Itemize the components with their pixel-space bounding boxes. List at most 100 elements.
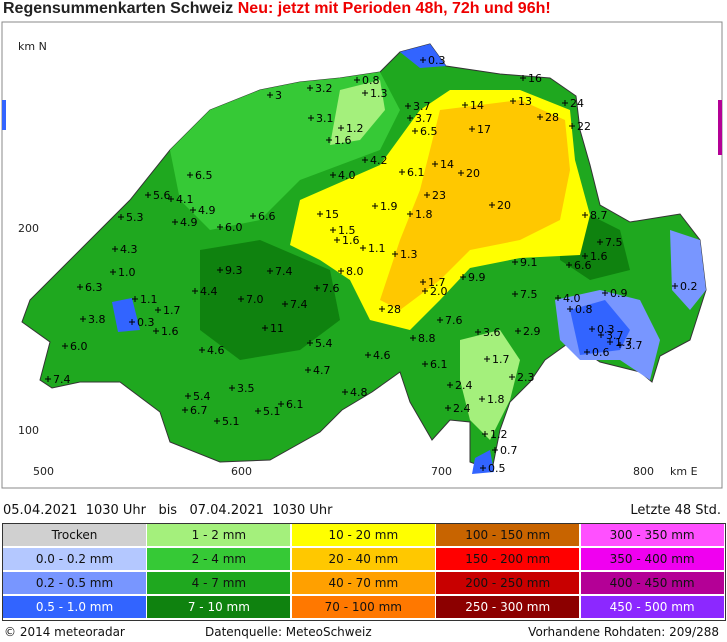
legend-entry: 4 - 7 mm (147, 572, 291, 594)
station-marker (405, 103, 411, 109)
station-value: 13 (518, 95, 532, 108)
station-marker (445, 405, 451, 411)
from-time: 1030 Uhr (85, 503, 147, 518)
station-value: 20 (497, 199, 511, 212)
station-marker (199, 347, 205, 353)
station-value: 5.4 (193, 390, 211, 403)
zone (330, 80, 385, 145)
station-value: 6.5 (195, 169, 213, 182)
station-marker (597, 239, 603, 245)
station-marker (155, 307, 161, 313)
station-marker (250, 213, 256, 219)
station-value: 7.6 (322, 282, 340, 295)
station-marker (562, 100, 568, 106)
raw-data: Vorhandene Rohdaten: 209/288 (528, 625, 719, 639)
station-value: 6.1 (286, 398, 304, 411)
station-value: 6.6 (574, 259, 592, 272)
station-value: 11 (270, 322, 284, 335)
legend-entry: 300 - 350 mm (580, 524, 724, 546)
legend-entry: 40 - 70 mm (291, 572, 435, 594)
station-marker (110, 269, 116, 275)
station-marker (334, 237, 340, 243)
station-value: 7.4 (275, 265, 293, 278)
station-marker (278, 401, 284, 407)
station-marker (479, 396, 485, 402)
station-marker (412, 128, 418, 134)
station-value: 4.0 (338, 169, 356, 182)
station-value: 9.1 (520, 256, 538, 269)
station-marker (379, 306, 385, 312)
station-value: 6.0 (70, 340, 88, 353)
station-value: 1.2 (490, 428, 508, 441)
legend-entry: 0.5 - 1.0 mm (3, 596, 146, 618)
station-value: 8.7 (590, 209, 608, 222)
station-value: 15 (325, 208, 339, 221)
station-marker (512, 291, 518, 297)
station-value: 4.6 (373, 349, 391, 362)
station-marker (589, 326, 595, 332)
station-value: 3.5 (237, 382, 255, 395)
x-label: 700 (431, 465, 452, 478)
station-marker (672, 283, 678, 289)
from-date: 05.04.2021 (3, 503, 78, 518)
legend-entry: 450 - 500 mm (580, 596, 724, 618)
station-marker (132, 296, 138, 302)
station-marker (437, 317, 443, 323)
to-date: 07.04.2021 (189, 503, 264, 518)
station-marker (362, 90, 368, 96)
station-marker (422, 361, 428, 367)
legend-entry: 20 - 40 mm (291, 548, 435, 570)
station-value: 2.9 (523, 325, 541, 338)
span: Letzte 48 Std. (630, 503, 721, 518)
station-value: 16 (528, 72, 542, 85)
to-time: 1030 Uhr (272, 503, 333, 518)
station-value: 6.5 (420, 125, 438, 138)
station-value: 6.3 (85, 281, 103, 294)
station-value: 4.0 (563, 292, 581, 305)
station-marker (118, 214, 124, 220)
station-value: 1.6 (161, 325, 179, 338)
source: Datenquelle: MeteoSchweiz (205, 625, 372, 639)
station-value: 8.0 (346, 265, 364, 278)
copyright: © 2014 meteoradar (4, 625, 125, 639)
station-value: 6.6 (258, 210, 276, 223)
station-value: 28 (545, 111, 559, 124)
station-marker (484, 356, 490, 362)
station-value: 2.0 (430, 285, 448, 298)
zone (380, 100, 570, 310)
station-marker (602, 290, 608, 296)
station-marker (537, 114, 543, 120)
edge-mark (2, 100, 6, 130)
station-marker (617, 342, 623, 348)
station-marker (145, 192, 151, 198)
station-value: 0.8 (362, 74, 380, 87)
x-label: 800 (633, 465, 654, 478)
x-label: 600 (231, 465, 252, 478)
x-label: 500 (33, 465, 54, 478)
legend-entry: 200 - 250 mm (436, 572, 580, 594)
station-marker (510, 98, 516, 104)
station-value: 7.5 (605, 236, 623, 249)
legend-entry: 400 - 450 mm (580, 572, 724, 594)
station-value: 1.0 (118, 266, 136, 279)
station-marker (509, 374, 515, 380)
station-value: 22 (577, 120, 591, 133)
y-label: 200 (18, 222, 39, 235)
station-value: 5.4 (315, 337, 333, 350)
station-value: 0.2 (680, 280, 698, 293)
station-value: 17 (477, 123, 491, 136)
station-marker (607, 339, 613, 345)
station-value: 0.7 (500, 444, 518, 457)
legend-entry: 10 - 20 mm (291, 524, 435, 546)
station-value: 6.0 (225, 221, 243, 234)
legend-entry: 1 - 2 mm (147, 524, 291, 546)
station-value: 7.6 (445, 314, 463, 327)
header: Regensummenkarten Schweiz Neu: jetzt mit… (3, 0, 551, 18)
station-value: 1.6 (334, 134, 352, 147)
station-value: 5.1 (222, 415, 240, 428)
station-marker (229, 385, 235, 391)
period: 05.04.2021 1030 Uhr bis 07.04.2021 1030 … (3, 503, 333, 518)
station-marker (555, 295, 561, 301)
